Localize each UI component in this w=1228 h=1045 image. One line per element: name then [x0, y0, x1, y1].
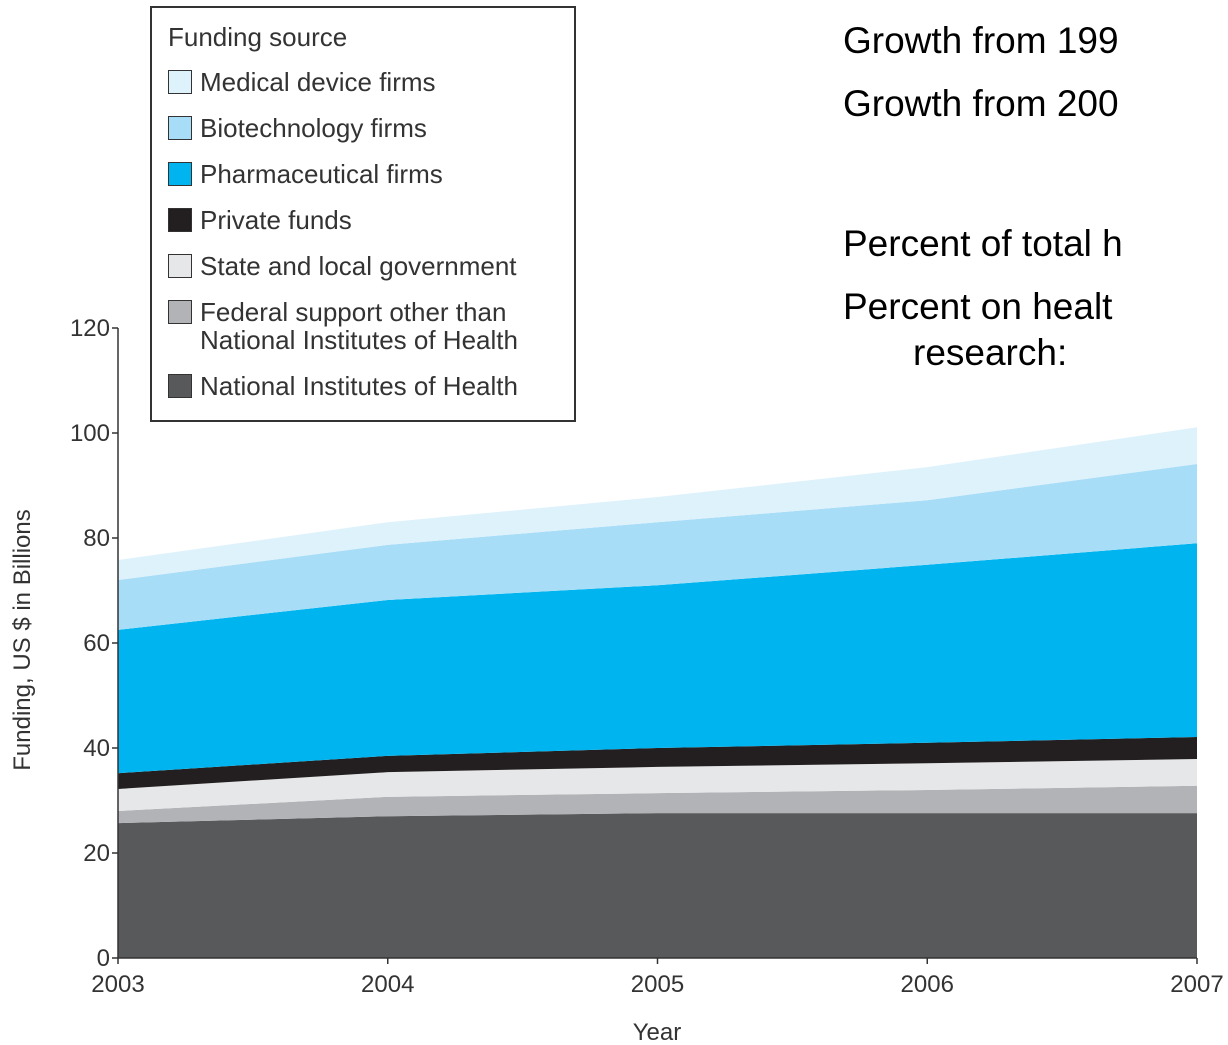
legend-label: Federal support other than National Inst…: [200, 297, 518, 355]
legend-label: Private funds: [200, 205, 352, 235]
area: [118, 463, 1197, 630]
legend-swatch: [168, 254, 192, 278]
area: [118, 427, 1197, 580]
x-tick-label: 2007: [1170, 971, 1223, 998]
legend-label: Medical device firms: [200, 67, 436, 97]
legend-title: Funding source: [168, 22, 348, 52]
legend-entry: Medical device firms: [168, 68, 574, 96]
legend-swatch: [168, 162, 192, 186]
legend-label: National Institutes of Health: [200, 371, 518, 401]
legend-swatch: [168, 300, 192, 324]
x-tick-label: 2003: [91, 971, 144, 998]
annotation: Growth from 200: [843, 83, 1119, 124]
legend-swatch: [168, 208, 192, 232]
x-axis-label: Year: [633, 1019, 682, 1045]
legend-label: Pharmaceutical firms: [200, 159, 443, 189]
x-tick-label: 2005: [631, 971, 684, 998]
y-tick-label: 20: [83, 840, 110, 867]
legend-entry: State and local government: [168, 252, 574, 280]
x-tick-label: 2006: [901, 971, 954, 998]
annotation: research:: [913, 332, 1067, 373]
legend-label: Biotechnology firms: [200, 113, 427, 143]
legend-entry: Federal support other than National Inst…: [168, 298, 574, 354]
area: [118, 736, 1197, 789]
y-tick-label: 40: [83, 735, 110, 762]
annotation: Percent on healt: [843, 286, 1113, 327]
legend-swatch: [168, 70, 192, 94]
x-tick-label: 2004: [361, 971, 414, 998]
area: [118, 543, 1197, 774]
y-axis-label: Funding, US $ in Billions: [9, 509, 36, 770]
legend-entry: National Institutes of Health: [168, 372, 574, 400]
y-tick-label: 120: [70, 315, 110, 342]
y-tick-label: 100: [70, 420, 110, 447]
legend-label: State and local government: [200, 251, 517, 281]
legend-entry: Pharmaceutical firms: [168, 160, 574, 188]
legend-swatch: [168, 116, 192, 140]
y-tick-label: 0: [97, 945, 110, 972]
annotation: Growth from 199: [843, 20, 1119, 61]
legend: Funding source Medical device firms Biote…: [150, 6, 576, 422]
areas: [118, 427, 1197, 958]
area: [118, 759, 1197, 811]
legend-swatch: [168, 374, 192, 398]
y-tick-label: 80: [83, 525, 110, 552]
legend-entry: Private funds: [168, 206, 574, 234]
legend-entry: Biotechnology firms: [168, 114, 574, 142]
area: [118, 813, 1197, 958]
y-tick-label: 60: [83, 630, 110, 657]
annotation: Percent of total h: [843, 223, 1123, 264]
area: [118, 785, 1197, 824]
